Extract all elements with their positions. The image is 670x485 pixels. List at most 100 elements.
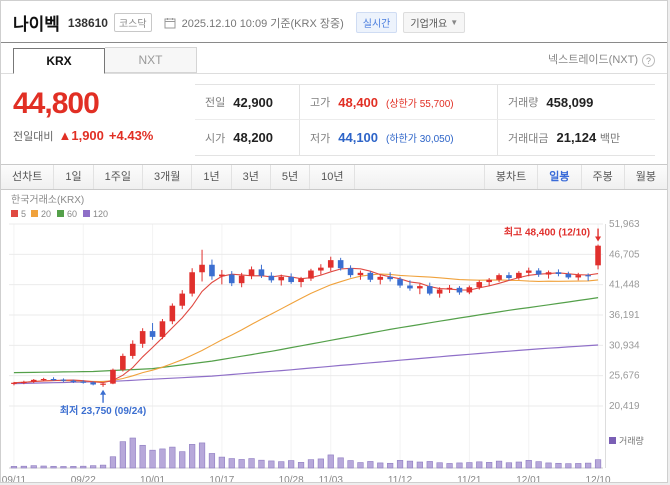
candle: [100, 383, 106, 385]
range-1y-button[interactable]: 1년: [192, 165, 232, 189]
volume-bar: [99, 464, 107, 469]
volume-bar: [208, 453, 216, 469]
volume-bar: [535, 461, 542, 469]
volume-bar: [278, 461, 285, 469]
volume-bar: [476, 461, 483, 469]
volume-bar: [585, 462, 592, 469]
tab-nxt[interactable]: NXT: [105, 47, 197, 73]
prev-close-label: 전일: [205, 97, 226, 109]
volume-bar: [505, 462, 513, 469]
x-axis-label: 11/21: [457, 475, 482, 483]
range-10y-button[interactable]: 10년: [310, 165, 356, 189]
candle: [278, 276, 285, 281]
ma-legend-label: 60: [67, 209, 77, 219]
candle-chart-button[interactable]: 봉차트: [483, 165, 537, 189]
day-open-label: 시가: [205, 132, 226, 145]
market-badge: 코스닥: [113, 13, 152, 32]
trade-value-unit: 백만: [599, 132, 621, 145]
y-axis-label: 20,419: [609, 401, 640, 412]
volume-bar: [297, 462, 305, 469]
candle: [377, 276, 384, 280]
day-low-label: 저가: [310, 132, 331, 145]
day-high-label: 고가: [310, 97, 331, 109]
ma-legend-swatch: [31, 210, 38, 217]
y-axis-label: 25,676: [609, 371, 640, 382]
volume-bar: [377, 462, 384, 469]
ma-legend-label: 120: [93, 209, 108, 219]
volume-bar: [60, 466, 67, 469]
candle: [337, 260, 344, 269]
high-arrow-icon: [595, 236, 602, 242]
ma-legend-swatch: [57, 210, 64, 217]
volume-bar: [436, 462, 443, 469]
candle: [466, 287, 473, 293]
range-1w-button[interactable]: 1주일: [94, 165, 143, 189]
volume-bar: [119, 441, 126, 469]
day-open-value: 48,200: [233, 130, 274, 145]
range-3y-button[interactable]: 3년: [232, 165, 271, 189]
candle: [228, 274, 235, 284]
line-chart-button[interactable]: 선차트: [1, 165, 55, 189]
candle: [397, 279, 403, 286]
volume-bar: [406, 460, 414, 469]
volume-bar: [248, 458, 255, 469]
candle: [149, 331, 156, 337]
volume-bar: [575, 463, 582, 469]
candle: [367, 272, 374, 280]
tab-krx[interactable]: KRX: [13, 48, 105, 74]
volume-bar: [20, 465, 27, 469]
range-1d-button[interactable]: 1일: [54, 165, 94, 189]
realtime-badge[interactable]: 실시간: [355, 12, 398, 33]
volume-bar: [258, 459, 265, 469]
candle: [595, 245, 601, 266]
volume-bar: [495, 460, 503, 469]
volume-bar: [90, 465, 97, 469]
quote-timestamp: 2025.12.10 10:09 기준(KRX 장중): [181, 17, 344, 30]
candle: [585, 275, 591, 277]
day-low-value: 44,100: [338, 130, 379, 145]
candle: [209, 264, 215, 277]
ma-legend-label: 5: [21, 209, 26, 219]
ma120-line: [13, 344, 599, 385]
calendar-icon: [164, 17, 176, 29]
volume-legend-label: 거래량: [619, 435, 644, 446]
monthly-candle-button[interactable]: 월봉: [623, 165, 667, 189]
candle: [516, 272, 522, 279]
range-3m-button[interactable]: 3개월: [143, 165, 193, 189]
volume-bar: [317, 458, 324, 469]
volume-bar: [416, 461, 423, 469]
low-arrow-icon: [100, 389, 107, 395]
volume-bar: [70, 466, 77, 469]
daily-candle-button[interactable]: 일봉: [537, 165, 580, 189]
candle: [446, 287, 453, 290]
candle: [258, 269, 265, 276]
range-5y-button[interactable]: 5년: [271, 165, 311, 189]
volume-bar: [10, 466, 18, 469]
volume-bar: [169, 446, 176, 469]
chart-source-label: 한국거래소(KRX): [11, 194, 84, 206]
help-icon[interactable]: ?: [642, 54, 655, 67]
candle: [120, 355, 126, 370]
candle: [436, 289, 443, 294]
company-overview-label: 기업개요: [410, 19, 448, 30]
volume-bar: [545, 462, 552, 469]
candle: [30, 379, 37, 382]
candle: [169, 305, 176, 322]
volume-cell: 거래량 458,099: [497, 85, 655, 120]
candle: [179, 293, 186, 306]
volume-bar: [347, 460, 354, 469]
candle: [159, 321, 166, 337]
volume-bar: [30, 465, 37, 469]
candle: [575, 275, 582, 278]
chart-toolbar: 선차트 1일 1주일 3개월 1년 3년 5년 10년 봉차트 일봉 주봉 월봉: [1, 164, 667, 190]
candle: [407, 285, 413, 289]
company-overview-button[interactable]: 기업개요 ▼: [403, 12, 466, 33]
x-axis-label: 10/28: [279, 475, 304, 483]
weekly-candle-button[interactable]: 주봉: [580, 165, 624, 189]
candle: [298, 278, 304, 283]
day-high-value: 48,400: [338, 94, 379, 110]
volume-bar: [159, 448, 166, 469]
candle: [110, 369, 116, 384]
prev-close-cell: 전일 42,900: [195, 85, 299, 120]
x-axis-label: 09/22: [71, 475, 96, 483]
